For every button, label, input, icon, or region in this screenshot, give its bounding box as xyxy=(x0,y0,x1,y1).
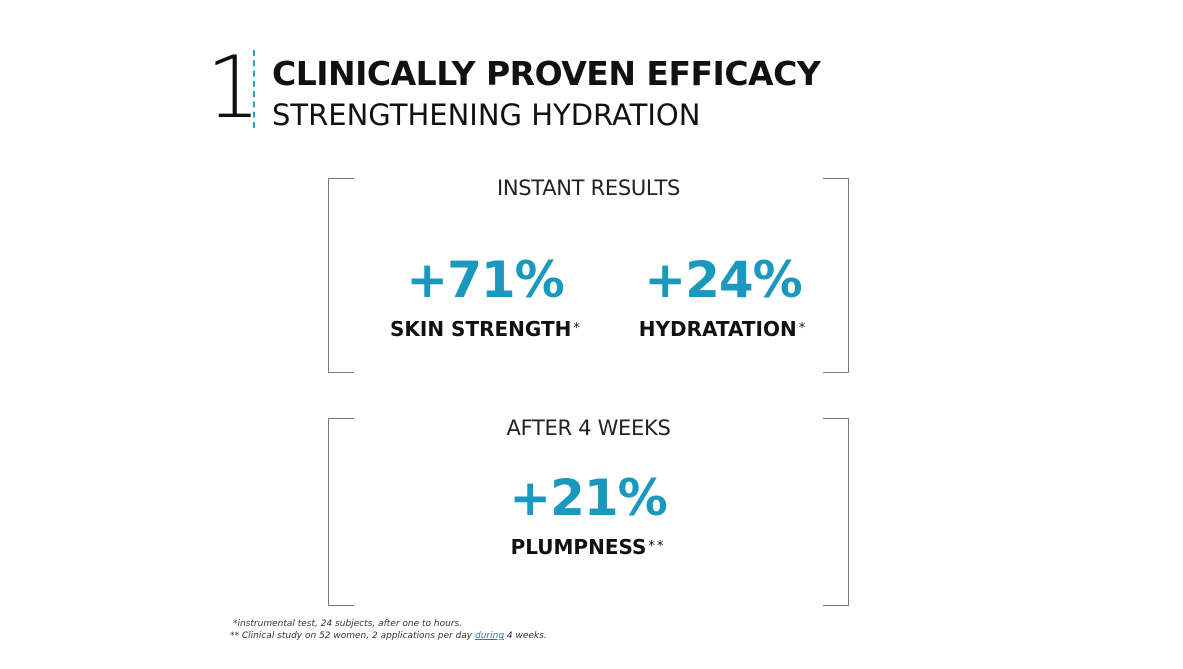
instant-results-panel: INSTANT RESULTS +71% SKIN STRENGTH * +24%… xyxy=(328,176,849,373)
panel-heading: AFTER 4 WEEKS xyxy=(506,416,671,440)
footnote-mark: ** xyxy=(648,539,666,554)
footnote-clinical: ** Clinical study on 52 women, 2 applica… xyxy=(230,630,547,642)
metric-value: +24% xyxy=(644,251,803,309)
metric-value: +21% xyxy=(509,469,668,527)
metric-label-text: PLUMPNESS xyxy=(510,535,647,559)
metric-label: HYDRATATION * xyxy=(628,316,818,342)
metric-skin-strength: +71% SKIN STRENGTH * xyxy=(390,252,580,342)
section-number: 1 xyxy=(206,38,261,138)
footnote-link-during[interactable]: during xyxy=(475,631,505,641)
page-subtitle: STRENGTHENING HYDRATION xyxy=(272,98,701,132)
bracket-right xyxy=(823,178,849,373)
metric-plumpness: +21% PLUMPNESS ** xyxy=(488,470,688,560)
footnote-instrumental: *instrumental test, 24 subjects, after o… xyxy=(233,619,463,629)
panel-heading: INSTANT RESULTS xyxy=(496,176,681,200)
header-divider xyxy=(253,50,255,128)
metric-hydratation: +24% HYDRATATION * xyxy=(628,252,818,342)
metric-value: +71% xyxy=(406,251,565,309)
metric-label: PLUMPNESS ** xyxy=(488,534,688,560)
metric-label: SKIN STRENGTH * xyxy=(390,316,580,342)
bracket-left xyxy=(328,178,354,373)
footnote-mark: * xyxy=(798,321,808,336)
metric-label-text: SKIN STRENGTH xyxy=(390,317,572,341)
page-title: CLINICALLY PROVEN EFFICACY xyxy=(272,54,821,93)
footnotes: *instrumental test, 24 subjects, after o… xyxy=(230,618,547,642)
after-4-weeks-panel: AFTER 4 WEEKS +21% PLUMPNESS ** xyxy=(328,416,849,606)
metric-label-text: HYDRATATION xyxy=(638,317,797,341)
footnote-clinical-prefix: ** Clinical study on 52 women, 2 applica… xyxy=(230,631,475,641)
footnote-mark: * xyxy=(573,321,582,336)
bracket-right xyxy=(823,418,849,606)
bracket-left xyxy=(328,418,354,606)
footnote-clinical-suffix: 4 weeks. xyxy=(504,631,547,641)
